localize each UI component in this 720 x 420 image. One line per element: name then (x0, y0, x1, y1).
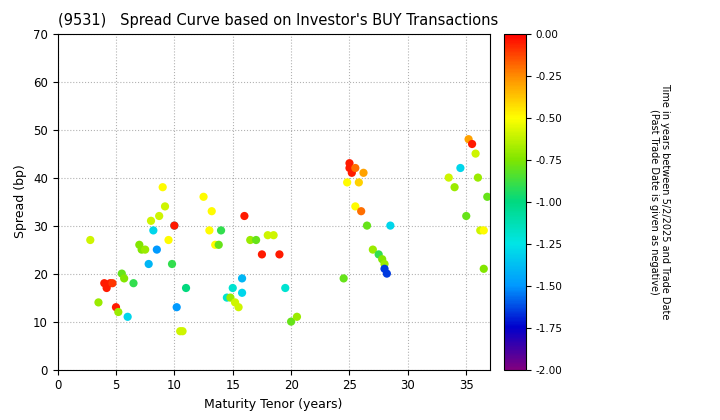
Point (358, 169, 369, 176)
Point (134, 241, 145, 248)
X-axis label: Maturity Tenor (years): Maturity Tenor (years) (204, 398, 343, 411)
Point (140, 246, 151, 253)
Point (206, 208, 217, 215)
Point (350, 165, 361, 171)
Point (159, 203, 171, 210)
Point (148, 227, 159, 234)
Point (478, 227, 490, 234)
Point (461, 213, 472, 219)
Text: (9531)   Spread Curve based on Investor's BUY Transactions: (9531) Spread Curve based on Investor's … (58, 13, 498, 28)
Point (474, 227, 486, 234)
Point (467, 141, 478, 147)
Point (256, 251, 268, 258)
Point (153, 213, 165, 219)
Y-axis label: Time in years between 5/2/2025 and Trade Date
(Past Trade Date is given as negat: Time in years between 5/2/2025 and Trade… (649, 84, 670, 320)
Point (350, 203, 361, 210)
Point (262, 232, 274, 239)
Point (225, 294, 236, 301)
Point (268, 232, 279, 239)
Point (482, 194, 493, 200)
Point (251, 236, 262, 243)
Point (227, 285, 238, 291)
Point (213, 241, 225, 248)
Point (118, 275, 130, 282)
Point (238, 213, 250, 219)
Point (112, 309, 124, 315)
Point (236, 289, 248, 296)
Point (478, 265, 490, 272)
Point (145, 218, 157, 224)
Point (377, 256, 388, 262)
Point (373, 251, 384, 258)
Point (110, 304, 122, 310)
Point (285, 318, 297, 325)
Point (116, 270, 127, 277)
Point (204, 227, 215, 234)
Point (379, 265, 390, 272)
Point (151, 246, 163, 253)
Y-axis label: Spread (bp): Spread (bp) (14, 165, 27, 239)
Point (341, 179, 353, 186)
Point (157, 184, 168, 191)
Point (236, 275, 248, 282)
Point (221, 294, 233, 301)
Point (174, 328, 186, 335)
Point (343, 165, 355, 171)
Point (180, 285, 192, 291)
Point (470, 150, 482, 157)
Point (454, 165, 466, 171)
Point (291, 313, 302, 320)
Point (104, 280, 116, 286)
Point (463, 136, 474, 142)
Point (379, 261, 390, 268)
Point (136, 246, 148, 253)
Point (143, 261, 154, 268)
Point (84, 236, 96, 243)
Point (472, 174, 484, 181)
Point (99, 280, 110, 286)
Point (338, 275, 349, 282)
Point (346, 169, 358, 176)
Point (367, 246, 379, 253)
Point (233, 304, 244, 310)
Point (127, 280, 139, 286)
Point (177, 328, 189, 335)
Point (122, 313, 133, 320)
Point (171, 304, 182, 310)
Point (245, 236, 256, 243)
Point (343, 160, 355, 167)
Point (443, 174, 454, 181)
Point (353, 179, 364, 186)
Point (356, 208, 367, 215)
Point (381, 270, 392, 277)
Point (361, 222, 373, 229)
Point (101, 285, 112, 291)
Point (210, 241, 221, 248)
Point (166, 261, 178, 268)
Point (229, 299, 240, 306)
Point (274, 251, 285, 258)
Point (93, 299, 104, 306)
Point (279, 285, 291, 291)
Point (163, 236, 174, 243)
Point (107, 280, 118, 286)
Point (168, 222, 180, 229)
Point (449, 184, 460, 191)
Point (215, 227, 227, 234)
Point (384, 222, 396, 229)
Point (198, 194, 210, 200)
Point (168, 222, 180, 229)
